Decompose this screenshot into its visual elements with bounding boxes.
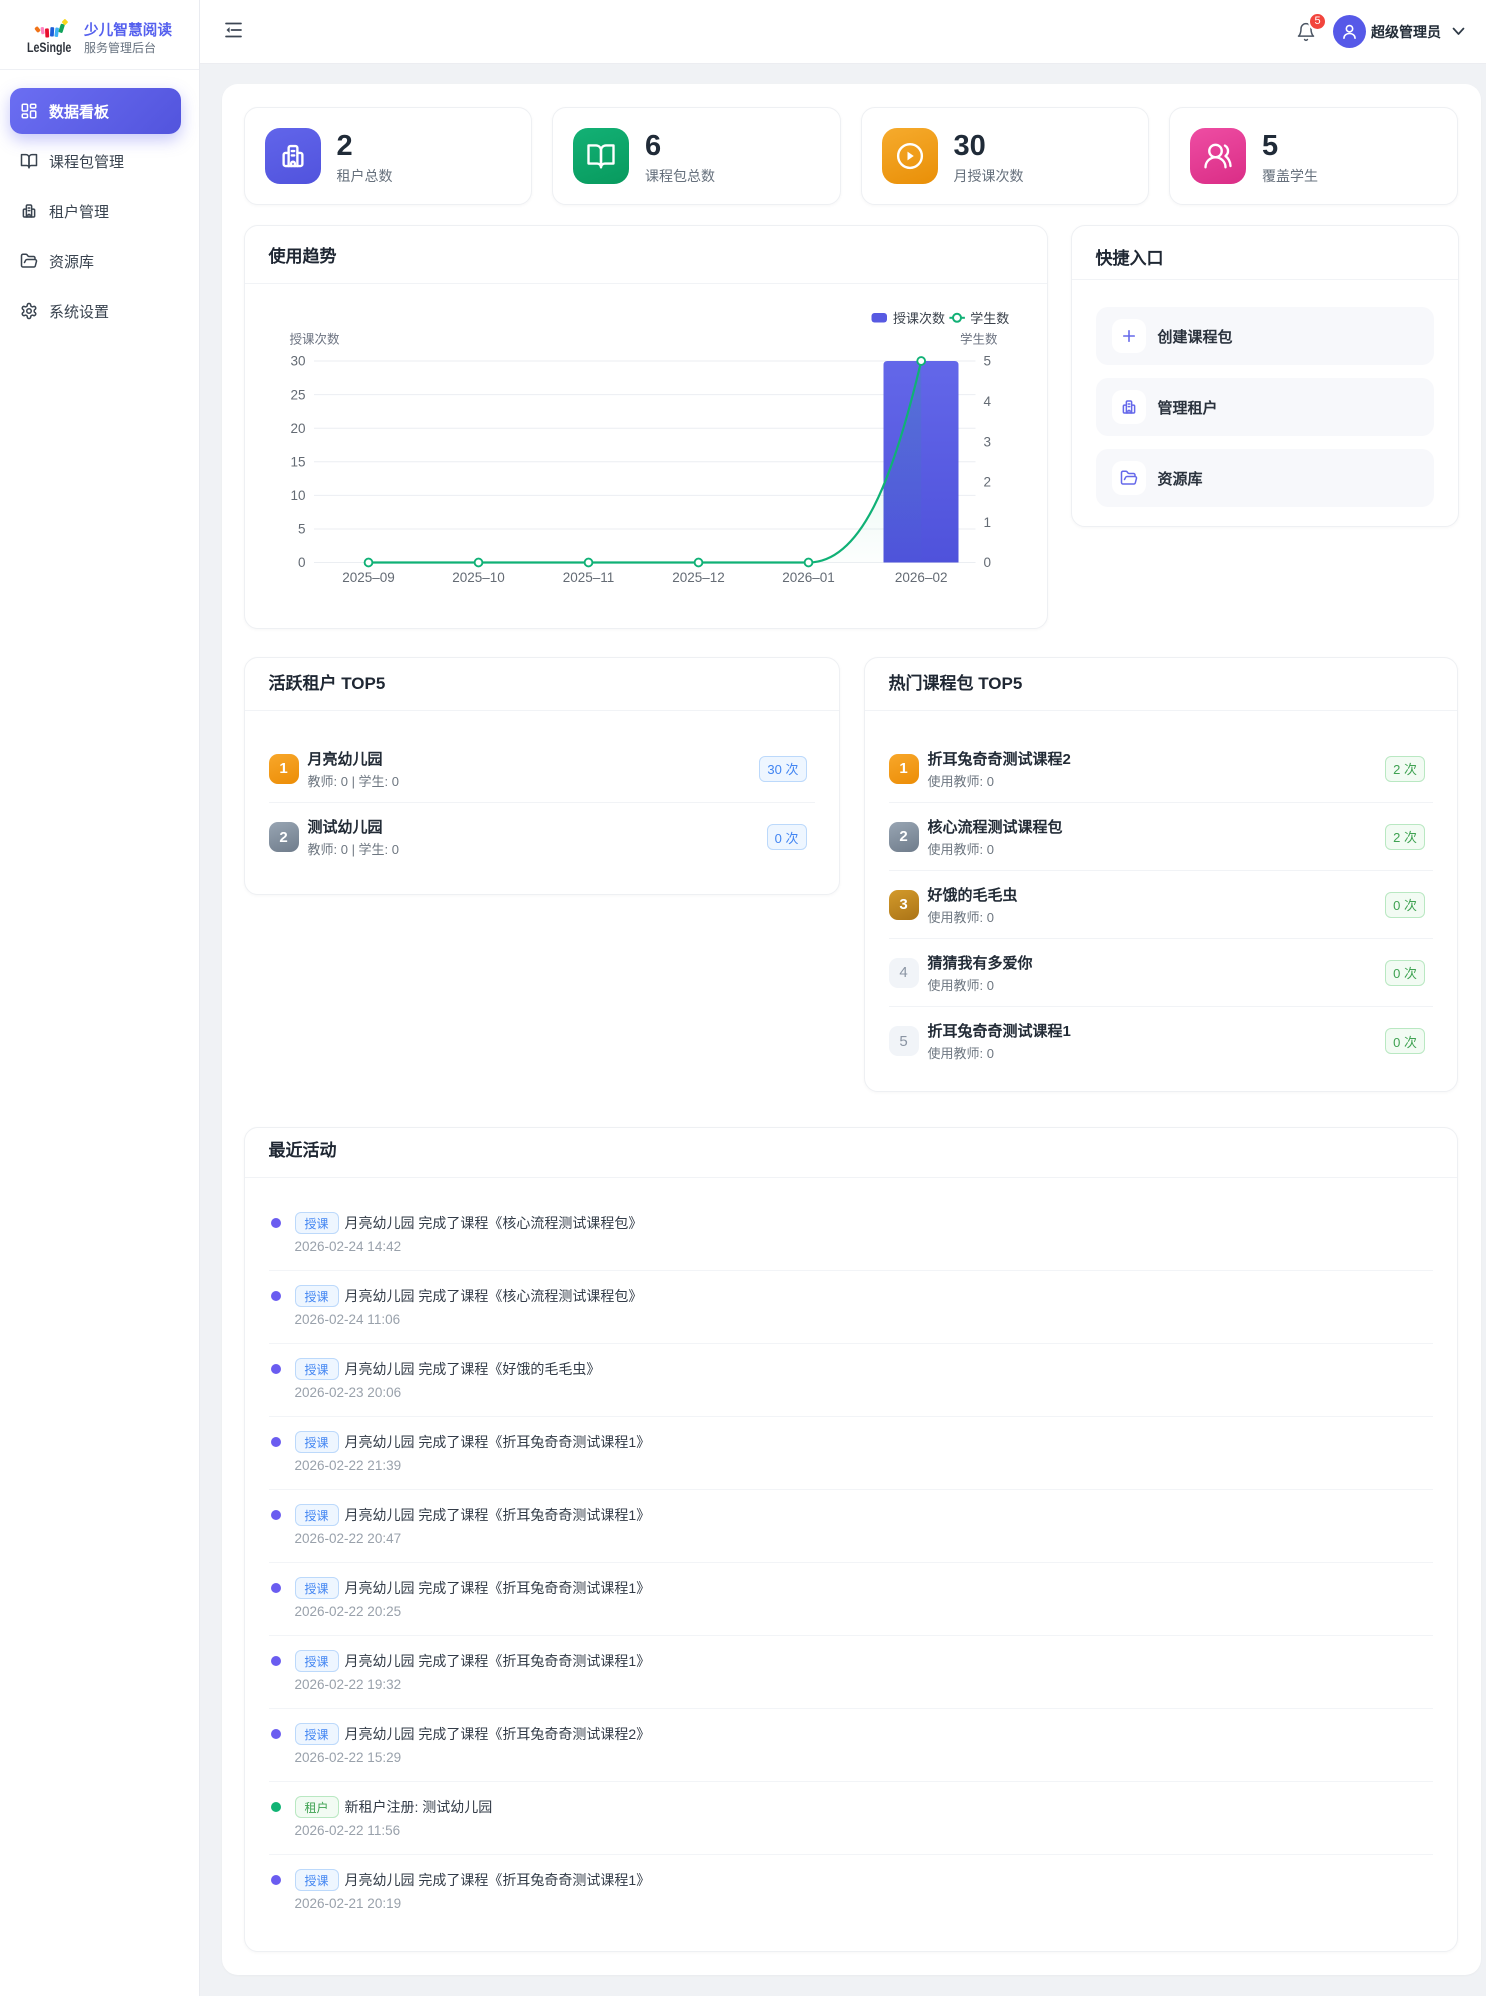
svg-text:0: 0 [983, 555, 991, 570]
svg-text:5: 5 [983, 354, 991, 369]
svg-text:25: 25 [290, 387, 305, 402]
svg-text:15: 15 [290, 455, 305, 470]
svg-text:2026–02: 2026–02 [894, 570, 947, 585]
svg-text:3: 3 [983, 434, 991, 449]
svg-text:20: 20 [290, 421, 305, 436]
svg-text:学生数: 学生数 [959, 332, 997, 347]
svg-text:0: 0 [297, 555, 305, 570]
svg-text:授课次数: 授课次数 [289, 332, 340, 347]
svg-text:授课次数: 授课次数 [893, 311, 945, 326]
svg-text:10: 10 [290, 488, 305, 503]
svg-text:2026–01: 2026–01 [782, 570, 835, 585]
svg-text:2025–10: 2025–10 [452, 570, 505, 585]
svg-text:2025–09: 2025–09 [342, 570, 395, 585]
svg-text:2: 2 [983, 475, 991, 490]
svg-text:30: 30 [290, 354, 305, 369]
svg-text:2025–11: 2025–11 [562, 570, 614, 585]
svg-text:5: 5 [297, 522, 305, 537]
svg-text:2025–12: 2025–12 [672, 570, 725, 585]
svg-text:1: 1 [983, 515, 991, 530]
svg-text:4: 4 [983, 394, 991, 409]
svg-text:学生数: 学生数 [970, 311, 1009, 326]
